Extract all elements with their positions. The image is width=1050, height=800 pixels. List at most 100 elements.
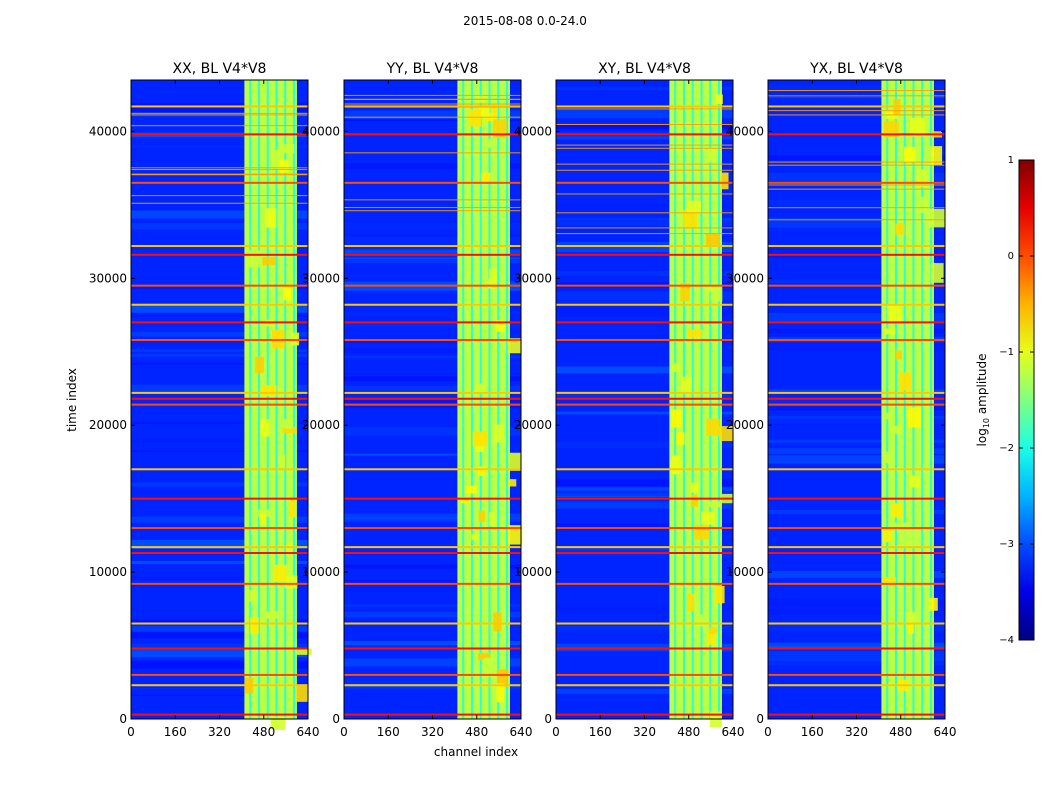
- bright-patch: [477, 466, 486, 476]
- flagged-time-row: [556, 527, 733, 530]
- heatmap-texture-band: [768, 621, 945, 632]
- thin-flag-line: [768, 90, 945, 92]
- flagged-time-row: [556, 552, 733, 555]
- heatmap-texture-band: [556, 288, 733, 292]
- bright-patch: [696, 614, 703, 627]
- colorbar-tick-label: −3: [999, 539, 1014, 550]
- bright-patch: [707, 632, 715, 645]
- flagged-time-row: [131, 133, 308, 136]
- bright-patch: [296, 648, 312, 655]
- flagged-time-row: [344, 546, 521, 549]
- thin-flag-line: [131, 174, 308, 176]
- flagged-time-row: [556, 673, 733, 676]
- heatmap-texture-band: [768, 455, 945, 464]
- thin-flag-line: [344, 210, 521, 212]
- bright-patch: [270, 716, 286, 730]
- heatmap-texture-band: [556, 121, 733, 131]
- heatmap-texture-band: [344, 146, 521, 148]
- heatmap-texture-band: [768, 328, 945, 334]
- flagged-time-row: [556, 244, 733, 247]
- heatmap-texture-band: [344, 229, 521, 238]
- flagged-time-row: [344, 582, 521, 585]
- heatmap-texture-band: [768, 217, 945, 228]
- flagged-time-row: [344, 284, 521, 287]
- bright-patch: [903, 147, 916, 163]
- flagged-time-row: [768, 105, 945, 108]
- thin-flag-line: [344, 103, 521, 105]
- flagged-time-row: [556, 284, 733, 287]
- bright-patch: [883, 120, 899, 137]
- bright-patch: [928, 597, 938, 611]
- y-tick-label: 10000: [514, 565, 552, 579]
- x-tick-label: 320: [421, 725, 444, 739]
- heatmap-texture-band: [131, 560, 308, 564]
- heatmap-texture-band: [556, 442, 733, 449]
- bright-patch: [905, 611, 916, 624]
- flagged-time-row: [131, 684, 308, 687]
- thin-flag-line: [556, 147, 733, 149]
- heatmap-texture-band: [344, 564, 521, 569]
- bright-patch: [708, 500, 722, 508]
- thin-flag-line: [556, 227, 733, 229]
- heatmap-texture-band: [344, 347, 521, 354]
- flagged-time-row: [344, 497, 521, 500]
- bright-patch: [883, 451, 890, 464]
- bright-patch: [507, 525, 523, 545]
- thin-flag-line: [344, 152, 521, 154]
- bright-patch: [690, 494, 698, 507]
- bright-patch: [485, 138, 494, 148]
- y-tick-label: 20000: [302, 418, 340, 432]
- heatmap-texture-band: [556, 121, 733, 125]
- thin-flag-line: [344, 207, 521, 209]
- flagged-time-row: [768, 546, 945, 549]
- flagged-time-row: [768, 527, 945, 530]
- thin-flag-line: [768, 184, 945, 186]
- bright-patch: [266, 611, 279, 619]
- bright-patch: [258, 509, 272, 517]
- heatmap-texture-band: [768, 418, 945, 426]
- flagged-time-row: [768, 713, 945, 716]
- heatmap-texture-band: [556, 301, 733, 303]
- heatmap-texture-band: [768, 224, 945, 234]
- bright-patch: [484, 657, 493, 677]
- heatmap-texture-band: [131, 648, 308, 658]
- bright-patch: [705, 233, 720, 245]
- flagged-time-row: [344, 527, 521, 530]
- heatmap-texture-band: [131, 421, 308, 425]
- y-tick-label: 40000: [302, 124, 340, 138]
- y-tick-label: 10000: [302, 565, 340, 579]
- thin-flag-line: [131, 169, 308, 171]
- heatmap-texture-band: [556, 271, 733, 277]
- heatmap-texture-band: [131, 694, 308, 697]
- heatmap-texture-band: [768, 689, 945, 695]
- heatmap-texture-band: [344, 355, 521, 359]
- flagged-time-row: [131, 339, 308, 342]
- heatmap-texture-band: [344, 604, 521, 607]
- panel-yy: YY, BL V4*V8 0 160 320 480 640 0 10000 20000 3000…: [302, 61, 533, 739]
- flagged-time-row: [131, 321, 308, 324]
- flagged-time-row: [768, 582, 945, 585]
- flagged-time-row: [556, 303, 733, 306]
- x-tick-label: 320: [208, 725, 231, 739]
- heatmap-texture-band: [768, 397, 945, 405]
- heatmap-texture-band: [768, 96, 945, 99]
- bright-patch: [478, 106, 490, 118]
- heatmap-texture-band: [131, 310, 308, 317]
- x-tick-label: 160: [164, 725, 187, 739]
- bright-patch: [480, 172, 491, 182]
- bright-patch: [262, 257, 276, 266]
- heatmap-texture-band: [344, 256, 521, 264]
- bright-patch: [710, 284, 723, 302]
- flagged-time-row: [344, 181, 521, 184]
- bright-patch: [264, 208, 277, 228]
- thin-flag-line: [131, 195, 308, 197]
- heatmap-texture-band: [556, 86, 733, 91]
- flagged-time-row: [556, 133, 733, 136]
- flagged-time-row: [556, 391, 733, 394]
- bright-patch: [477, 652, 491, 660]
- bright-patch: [278, 159, 289, 173]
- flagged-time-row: [768, 244, 945, 247]
- bright-patch: [682, 209, 698, 229]
- heatmap-texture-band: [344, 585, 521, 593]
- thin-flag-line: [344, 116, 521, 118]
